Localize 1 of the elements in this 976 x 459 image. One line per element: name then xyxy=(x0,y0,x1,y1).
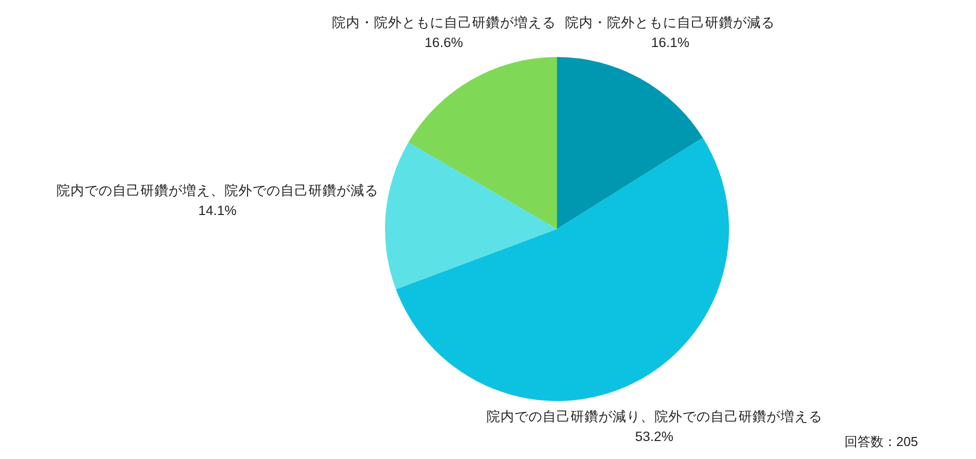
annotation: 回答数：205 xyxy=(844,434,918,449)
